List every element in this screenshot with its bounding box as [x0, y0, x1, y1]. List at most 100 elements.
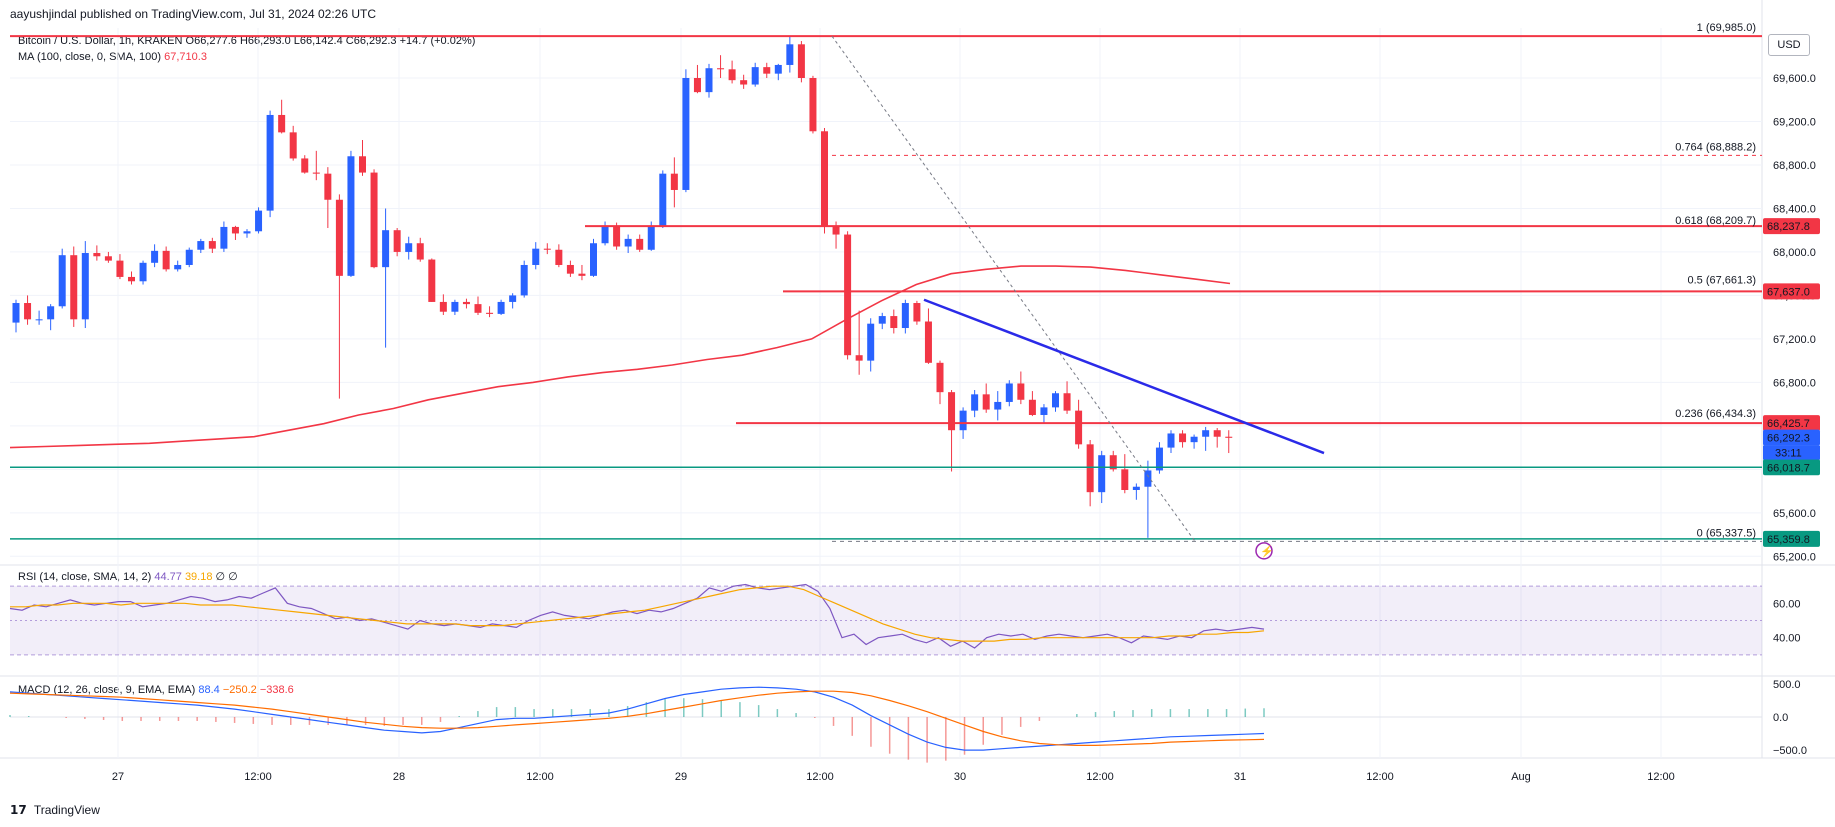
candle-body [705, 68, 713, 93]
candle-body [532, 248, 540, 265]
candle-body [428, 259, 436, 302]
rsi-tick-label: 40.00 [1773, 633, 1801, 645]
price-label-bg [1763, 415, 1820, 432]
y-tick-label: 68,000.0 [1773, 247, 1816, 259]
candle-body [1155, 447, 1163, 471]
candle-body [474, 304, 482, 313]
candle-body [693, 78, 701, 93]
candle-body [486, 312, 494, 314]
candle-body [555, 249, 563, 265]
candle-body [1005, 383, 1013, 402]
ma-legend[interactable]: MA (100, close, 0, SMA, 100) 67,710.3 [18, 51, 207, 63]
y-tick-label: 69,600.0 [1773, 73, 1816, 85]
price-label-bg [1763, 459, 1820, 476]
ma-value: 67,710.3 [164, 51, 207, 63]
candle-body [416, 243, 424, 260]
price-label: 66,018.7 [1767, 462, 1810, 474]
candle-body [255, 210, 263, 232]
rsi-ma-line [10, 585, 1265, 642]
candle-body [844, 234, 852, 356]
candle-body [809, 78, 817, 132]
y-tick-label: 69,200.0 [1773, 116, 1816, 128]
candle-body [1167, 433, 1175, 448]
candle-body [774, 64, 782, 74]
candle-body [335, 199, 343, 276]
candle-body [751, 67, 759, 85]
rsi-value: 44.77 [154, 571, 182, 583]
x-tick-label: 12:00 [1366, 771, 1394, 783]
candle-body [590, 243, 597, 276]
candle-body [566, 264, 574, 274]
rsi-line [9, 583, 1265, 649]
candle-body [289, 132, 297, 159]
x-tick-label: 12:00 [526, 771, 554, 783]
candle-body [162, 250, 170, 270]
candle-body [613, 226, 621, 247]
x-tick-label: 27 [112, 771, 124, 783]
price-label-bg [1763, 530, 1820, 547]
candle-body [670, 173, 678, 190]
candle-body [913, 303, 921, 322]
candle-body [1075, 410, 1083, 445]
x-tick-label: 12:00 [244, 771, 272, 783]
candle-body [786, 44, 794, 65]
rsi-extra: ∅ ∅ [215, 571, 238, 583]
tradingview-logo-icon: 17 [10, 803, 27, 817]
x-tick-label: Aug [1511, 771, 1531, 783]
fib-diagonal [831, 35, 1196, 542]
fib-label: 1 (69,985.0) [1697, 22, 1756, 34]
macd-signal-value: −338.6 [259, 684, 294, 696]
candle-body [185, 249, 193, 265]
ma-label: MA (100, close, 0, SMA, 100) [18, 51, 162, 63]
macd-label: MACD (12, 26, close, 9, EMA, EMA) [18, 684, 196, 696]
candle-body [1179, 433, 1187, 443]
candle-body [601, 226, 609, 244]
candle-body [1190, 436, 1198, 443]
fib-label: 0 (65,337.5) [1697, 527, 1756, 539]
candle-body [855, 355, 863, 361]
candle-body [93, 253, 101, 257]
x-tick-label: 12:00 [806, 771, 834, 783]
candle-body [243, 231, 251, 234]
price-label: 65,359.8 [1767, 534, 1810, 546]
macd-line [9, 686, 1265, 751]
candle-body [1202, 430, 1210, 437]
candle-body [994, 401, 1002, 410]
candle-body [278, 114, 286, 133]
candle-body [462, 301, 470, 305]
y-tick-label: 68,400.0 [1773, 203, 1816, 215]
macd-hist-value: 88.4 [198, 684, 220, 696]
y-tick-label: 65,600.0 [1773, 508, 1816, 520]
candle-body [647, 225, 655, 250]
currency-button[interactable]: USD [1768, 34, 1810, 56]
candle-body [1132, 486, 1140, 490]
price-label: 68,237.8 [1767, 221, 1810, 233]
macd-tick-label: 500.0 [1773, 679, 1801, 691]
price-label-bg [1763, 429, 1820, 446]
countdown-bg [1763, 445, 1820, 460]
x-tick-label: 12:00 [1086, 771, 1114, 783]
candle-body [636, 238, 644, 250]
candle-body [151, 250, 159, 263]
candle-body [682, 78, 690, 190]
candle-body [324, 173, 332, 200]
rsi-ma-value: 39.18 [184, 571, 213, 583]
countdown-label: 33:11 [1775, 448, 1802, 460]
candle-body [1052, 393, 1059, 408]
y-tick-label: 68,800.0 [1773, 160, 1816, 172]
candle-body [832, 226, 840, 235]
candle-body [497, 301, 505, 314]
candle-body [1121, 469, 1129, 490]
candle-body [1086, 444, 1094, 493]
macd-legend[interactable]: MACD (12, 26, close, 9, EMA, EMA) 88.4 −… [18, 684, 294, 696]
lightning-glyph: ⚡ [1260, 545, 1274, 558]
candle-body [70, 255, 78, 320]
candle-body [35, 319, 43, 321]
candle-body [439, 301, 447, 312]
y-tick-label: 67,200.0 [1773, 334, 1816, 346]
candle-body [971, 394, 979, 411]
rsi-tick-label: 60.00 [1773, 598, 1801, 610]
trendline [923, 298, 1325, 455]
y-tick-label: 66,800.0 [1773, 377, 1816, 389]
